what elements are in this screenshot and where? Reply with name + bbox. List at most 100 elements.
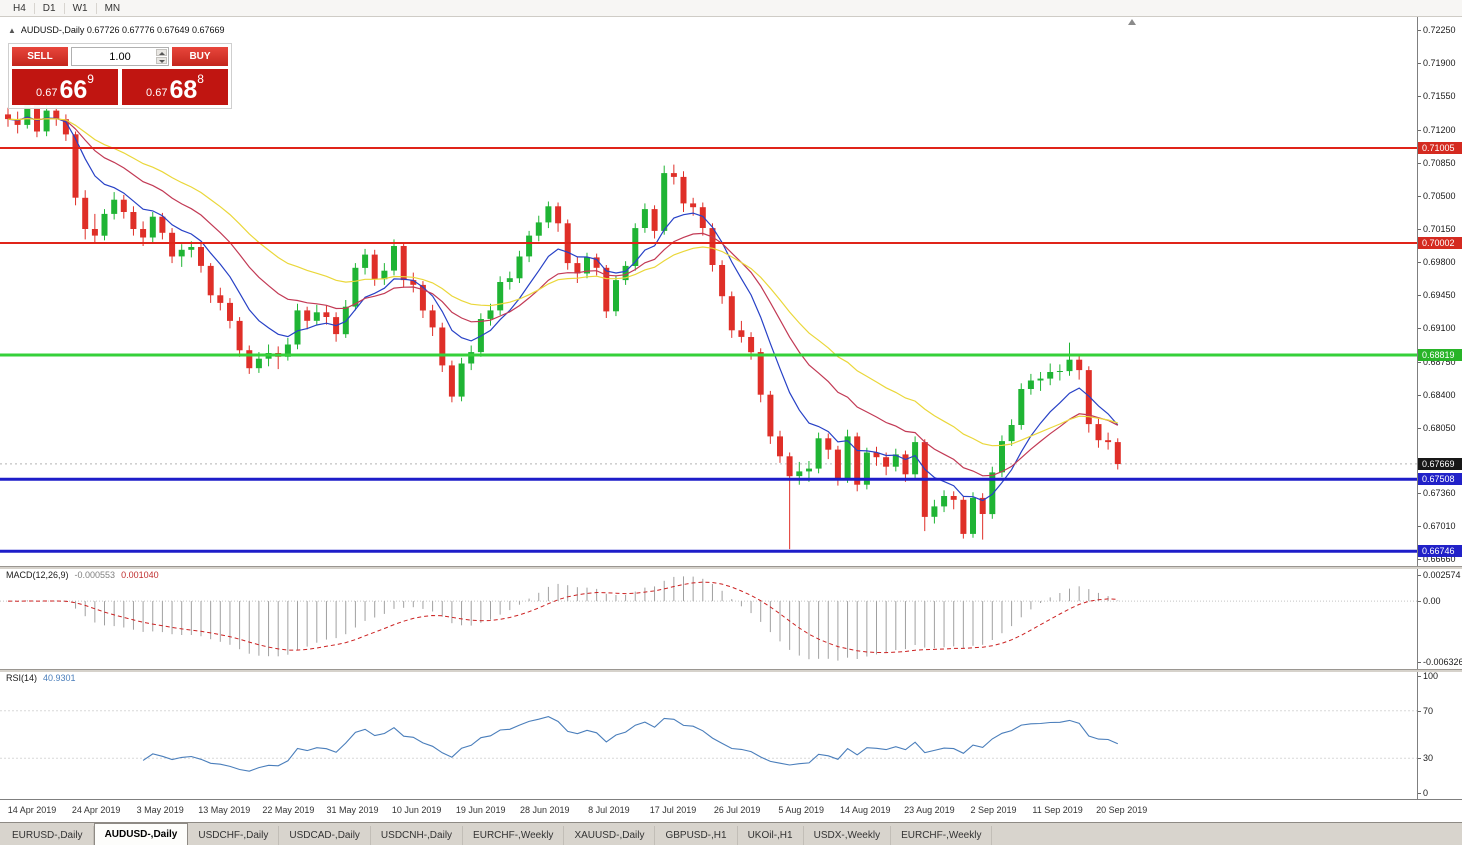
price-tick: 0.70500 bbox=[1418, 190, 1456, 201]
rsi-tick: 0 bbox=[1418, 788, 1429, 798]
chart-ohlc-header: ▲ AUDUSD-,Daily 0.67726 0.67776 0.67649 … bbox=[8, 25, 225, 35]
price-tick: 0.71200 bbox=[1418, 124, 1456, 135]
sell-price-big: 66 bbox=[59, 76, 88, 104]
tab-eurchf-weekly[interactable]: EURCHF-,Weekly bbox=[891, 826, 993, 845]
date-label: 10 Jun 2019 bbox=[391, 805, 442, 815]
current-price-label: 0.67669 bbox=[1418, 457, 1462, 470]
spinner-down-icon[interactable] bbox=[156, 57, 167, 64]
rsi-name: RSI(14) bbox=[6, 673, 38, 683]
macd-tick: -0.006326 bbox=[1418, 657, 1462, 667]
price-tick: 0.71900 bbox=[1418, 58, 1456, 69]
one-click-trading-panel: SELL 1.00 BUY 0.67 66 9 0.67 68 8 bbox=[8, 43, 232, 109]
sell-price-display[interactable]: 0.67 66 9 bbox=[12, 69, 118, 105]
date-label: 13 May 2019 bbox=[198, 805, 251, 815]
price-tick: 0.68050 bbox=[1418, 422, 1456, 433]
price-label-0.66746: 0.66746 bbox=[1418, 545, 1462, 558]
price-tick: 0.66660 bbox=[1418, 554, 1456, 565]
rsi-axis: 100 70 30 0 bbox=[1417, 671, 1462, 799]
ma-line-fast-ma bbox=[7, 116, 1119, 502]
date-label: 14 Apr 2019 bbox=[7, 805, 57, 815]
macd-tick: 0.002574 bbox=[1418, 570, 1461, 580]
tab-usdcnh-daily[interactable]: USDCNH-,Daily bbox=[371, 826, 464, 845]
date-label: 24 Apr 2019 bbox=[71, 805, 121, 815]
panel-splitter[interactable] bbox=[0, 669, 1462, 672]
price-tick: 0.70850 bbox=[1418, 157, 1456, 168]
sell-button[interactable]: SELL bbox=[12, 47, 68, 66]
chart-tabs-bar: EURUSD-,Daily AUDUSD-,Daily USDCHF-,Daily U… bbox=[0, 822, 1462, 845]
buy-price-sup: 8 bbox=[197, 72, 204, 86]
date-axis[interactable]: 14 Apr 2019 24 Apr 2019 3 May 2019 13 May 2… bbox=[0, 799, 1462, 822]
tab-xauusd-daily[interactable]: XAUUSD-,Daily bbox=[564, 826, 656, 845]
price-axis[interactable]: 0.72250 0.71900 0.71550 0.71200 0.70850 0.705… bbox=[1417, 17, 1462, 566]
ma-line-mid-ma bbox=[7, 117, 1119, 477]
rsi-canvas[interactable] bbox=[0, 671, 1417, 799]
tab-usdx-weekly[interactable]: USDX-,Weekly bbox=[804, 826, 892, 845]
tab-audusd-daily[interactable]: AUDUSD-,Daily bbox=[93, 823, 189, 845]
price-chart-panel[interactable]: ▲ AUDUSD-,Daily 0.67726 0.67776 0.67649 … bbox=[0, 17, 1417, 566]
rsi-panel[interactable]: RSI(14) 40.9301 bbox=[0, 671, 1417, 799]
sell-price-prefix: 0.67 bbox=[36, 87, 58, 99]
tab-usdchf-daily[interactable]: USDCHF-,Daily bbox=[188, 826, 280, 845]
price-tick: 0.68400 bbox=[1418, 389, 1456, 400]
rsi-tick: 30 bbox=[1418, 753, 1434, 764]
volume-input[interactable]: 1.00 bbox=[71, 47, 169, 66]
price-tick: 0.68750 bbox=[1418, 356, 1456, 367]
macd-main-value: -0.000553 bbox=[74, 570, 116, 580]
macd-signal-line bbox=[7, 581, 1118, 654]
macd-axis: 0.002574 0.00 -0.006326 bbox=[1417, 568, 1462, 669]
date-label: 14 Aug 2019 bbox=[840, 805, 891, 815]
macd-label: MACD(12,26,9) -0.000553 0.001040 bbox=[6, 570, 159, 580]
price-label-0.68819: 0.68819 bbox=[1418, 349, 1462, 362]
date-label: 2 Sep 2019 bbox=[970, 805, 1017, 815]
timeframe-mn-button[interactable]: MN bbox=[104, 2, 121, 14]
macd-canvas[interactable] bbox=[0, 568, 1417, 669]
timeframe-buttons: H4 D1 W1 MN bbox=[6, 0, 127, 16]
rsi-line bbox=[142, 716, 1119, 772]
macd-tick: 0.00 bbox=[1418, 596, 1441, 607]
timeframe-d1-button[interactable]: D1 bbox=[42, 2, 56, 14]
macd-histogram bbox=[17, 576, 1119, 661]
date-label: 5 Aug 2019 bbox=[778, 805, 824, 815]
timeframe-w1-button[interactable]: W1 bbox=[72, 2, 88, 14]
macd-name: MACD(12,26,9) bbox=[6, 570, 69, 580]
ohlc-text: AUDUSD-,Daily 0.67726 0.67776 0.67649 0.… bbox=[20, 25, 225, 35]
price-shift-marker-icon bbox=[1128, 19, 1136, 25]
price-tick: 0.67010 bbox=[1418, 521, 1456, 532]
rsi-tick: 70 bbox=[1418, 705, 1434, 716]
date-label: 28 Jun 2019 bbox=[520, 805, 570, 815]
candles-layer bbox=[5, 100, 1121, 550]
timeframe-h4-button[interactable]: H4 bbox=[13, 2, 26, 14]
tab-usdcad-daily[interactable]: USDCAD-,Daily bbox=[279, 826, 371, 845]
macd-panel[interactable]: MACD(12,26,9) -0.000553 0.001040 bbox=[0, 568, 1417, 669]
chart-window: ▲ AUDUSD-,Daily 0.67726 0.67776 0.67649 … bbox=[0, 17, 1462, 822]
sell-price-sup: 9 bbox=[87, 72, 94, 86]
period-toolbar: H4 D1 W1 MN bbox=[0, 0, 1462, 17]
date-label: 31 May 2019 bbox=[326, 805, 379, 815]
price-label-0.70002: 0.70002 bbox=[1418, 237, 1462, 250]
spinner-up-icon[interactable] bbox=[156, 49, 167, 56]
buy-button[interactable]: BUY bbox=[172, 47, 228, 66]
volume-value[interactable]: 1.00 bbox=[109, 50, 131, 63]
toolbar-separator bbox=[63, 2, 65, 14]
tab-ukoil-h1[interactable]: UKOil-,H1 bbox=[738, 826, 804, 845]
one-click-collapse-icon[interactable]: ▲ bbox=[8, 25, 16, 35]
date-label: 11 Sep 2019 bbox=[1032, 805, 1083, 815]
buy-price-display[interactable]: 0.67 68 8 bbox=[122, 69, 228, 105]
toolbar-separator bbox=[33, 2, 35, 14]
date-label: 23 Aug 2019 bbox=[904, 805, 955, 815]
price-label-0.67508: 0.67508 bbox=[1418, 473, 1462, 486]
volume-spinner[interactable] bbox=[156, 49, 167, 64]
rsi-tick: 100 bbox=[1418, 671, 1439, 681]
date-label: 3 May 2019 bbox=[136, 805, 184, 815]
date-label: 19 Jun 2019 bbox=[455, 805, 506, 815]
tab-gbpusd-h1[interactable]: GBPUSD-,H1 bbox=[655, 826, 738, 845]
panel-splitter[interactable] bbox=[0, 566, 1462, 569]
tab-eurusd-daily[interactable]: EURUSD-,Daily bbox=[2, 826, 94, 845]
price-label-0.71005: 0.71005 bbox=[1418, 142, 1462, 155]
price-tick: 0.69450 bbox=[1418, 290, 1456, 301]
macd-signal-value: 0.001040 bbox=[121, 570, 159, 580]
date-label: 22 May 2019 bbox=[262, 805, 315, 815]
toolbar-separator bbox=[95, 2, 97, 14]
tab-eurchf-weekly[interactable]: EURCHF-,Weekly bbox=[463, 826, 565, 845]
price-chart-canvas[interactable] bbox=[0, 17, 1417, 566]
